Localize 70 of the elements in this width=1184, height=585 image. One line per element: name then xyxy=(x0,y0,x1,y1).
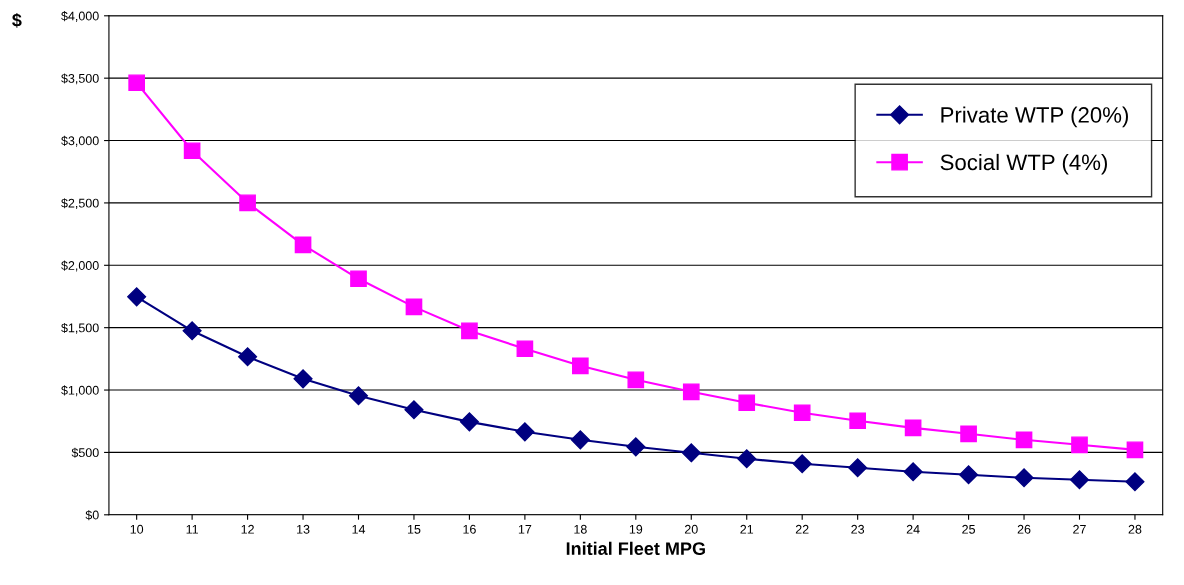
point xyxy=(1015,431,1033,449)
x-tick-label: 23 xyxy=(851,524,865,534)
x-tick-label: 14 xyxy=(352,524,366,534)
point xyxy=(238,347,258,367)
x-tick-label: 16 xyxy=(463,524,476,534)
x-tick-label: 26 xyxy=(1017,524,1031,534)
point xyxy=(515,422,535,442)
point xyxy=(461,322,478,340)
x-tick-label: 17 xyxy=(518,524,532,534)
point xyxy=(127,287,147,307)
point xyxy=(738,394,756,412)
point xyxy=(404,400,424,420)
x-tick-label: 18 xyxy=(574,524,587,534)
y-tick-label: $2,500 xyxy=(61,198,99,210)
x-tick-label: 22 xyxy=(795,524,809,534)
point xyxy=(570,430,590,450)
point xyxy=(128,74,145,92)
point xyxy=(793,404,811,422)
point xyxy=(903,462,923,482)
point xyxy=(1014,468,1034,488)
point xyxy=(182,321,202,341)
x-tick-label: 24 xyxy=(906,524,920,534)
legend-label: Private WTP (20%) xyxy=(941,106,1128,128)
point xyxy=(572,357,589,375)
x-tick-label: 12 xyxy=(241,524,254,534)
point xyxy=(1125,472,1145,492)
point xyxy=(350,270,367,288)
point xyxy=(792,454,812,474)
y-tick-label: $4,000 xyxy=(61,11,99,22)
x-tick-label: 21 xyxy=(740,524,754,534)
point xyxy=(516,340,534,358)
point xyxy=(405,298,423,316)
point xyxy=(1069,470,1090,490)
y-tick-label: $1,000 xyxy=(61,385,99,397)
point xyxy=(1126,441,1144,459)
y-tick-label: $1,500 xyxy=(61,322,99,334)
point xyxy=(959,465,979,485)
y-tick-label: $0 xyxy=(85,510,99,521)
x-tick-label: 28 xyxy=(1128,524,1142,534)
x-tick-label: 10 xyxy=(130,524,144,534)
point xyxy=(960,425,977,443)
x-tick-label: 27 xyxy=(1073,524,1086,534)
point xyxy=(1071,436,1088,454)
x-tick-label: 13 xyxy=(297,524,310,534)
x-tick-label: 11 xyxy=(186,524,198,534)
x-tick-label: 19 xyxy=(629,524,643,534)
point xyxy=(682,383,700,401)
point xyxy=(239,194,256,212)
point xyxy=(626,437,646,457)
y-tick-label: $3,500 xyxy=(61,73,99,85)
point xyxy=(183,142,201,160)
x-tick-label: 20 xyxy=(684,524,698,534)
point xyxy=(849,412,866,430)
point xyxy=(459,412,479,432)
y-tick-label: $3,000 xyxy=(61,135,99,147)
point xyxy=(848,458,868,478)
x-tick-label: 15 xyxy=(407,524,421,534)
point xyxy=(627,371,645,389)
y-tick-label: $500 xyxy=(71,447,99,458)
y-axis-title: $ xyxy=(12,12,22,28)
point xyxy=(293,369,313,389)
point xyxy=(348,386,369,406)
x-axis-title: Initial Fleet MPG xyxy=(566,541,705,555)
x-tick-label: 25 xyxy=(962,524,975,534)
point xyxy=(904,419,922,437)
point xyxy=(294,236,312,254)
y-tick-label: $2,000 xyxy=(61,260,99,272)
point xyxy=(681,443,701,463)
legend-label: Social WTP (4%) xyxy=(940,153,1107,175)
point xyxy=(737,449,757,469)
